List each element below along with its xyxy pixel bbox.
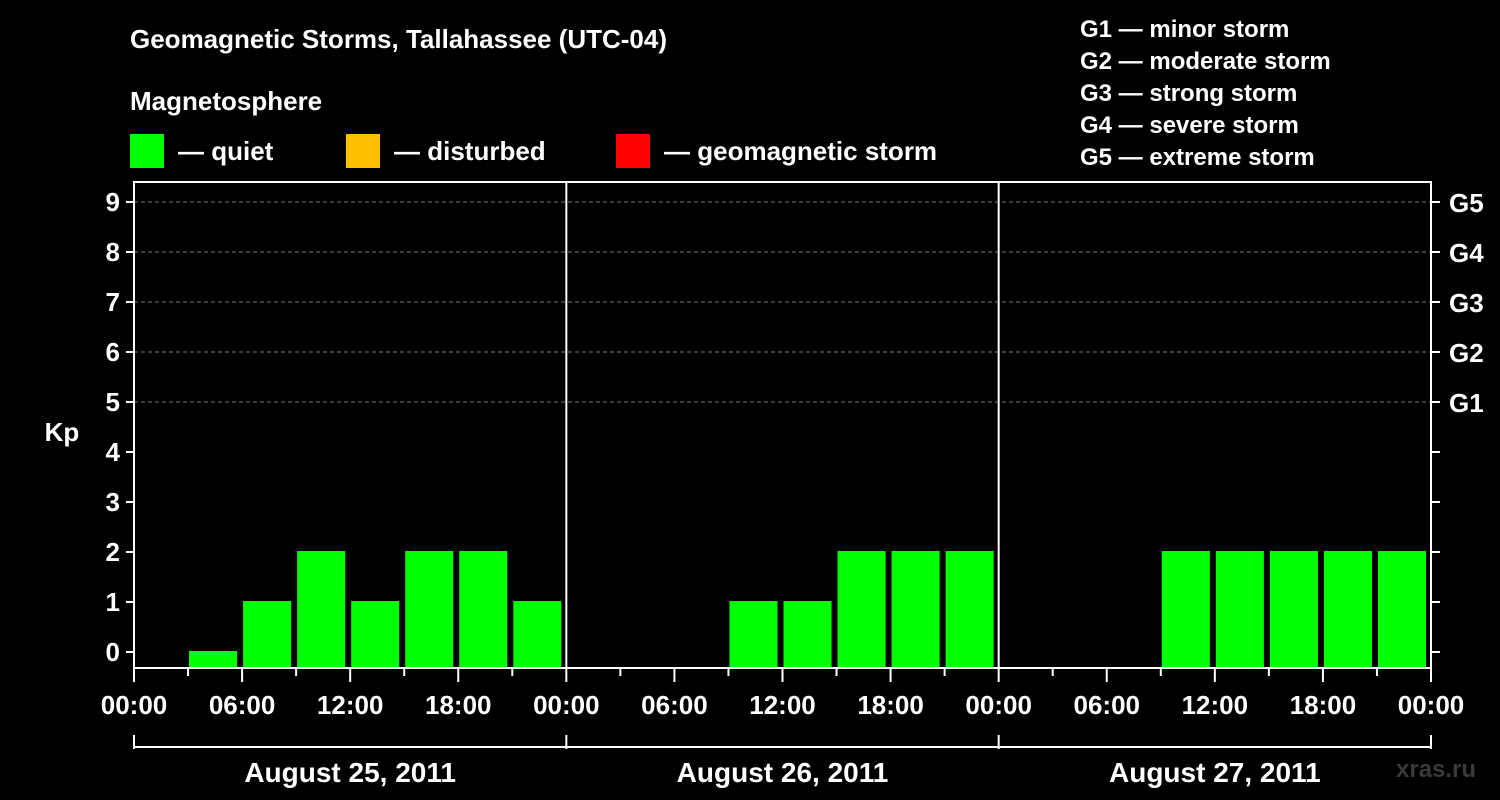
y-tick-label-9: 9 — [106, 187, 120, 217]
right-tick-label-g3: G3 — [1449, 288, 1484, 318]
storm-scale-g5: G5 — extreme storm — [1080, 144, 1315, 171]
kp-bar-1 — [243, 601, 292, 668]
day-label-0: August 25, 2011 — [244, 757, 456, 788]
y-tick-label-3: 3 — [106, 487, 120, 517]
kp-bar-13 — [1215, 551, 1264, 668]
x-tick-label-12: 00:00 — [1398, 690, 1465, 720]
x-tick-label-7: 18:00 — [857, 690, 924, 720]
right-tick-label-g2: G2 — [1449, 338, 1484, 368]
x-tick-label-2: 12:00 — [317, 690, 384, 720]
y-tick-label-6: 6 — [106, 337, 120, 367]
kp-bar-5 — [459, 551, 508, 668]
x-tick-label-5: 06:00 — [641, 690, 708, 720]
y-tick-label-4: 4 — [106, 437, 121, 467]
kp-bar-6 — [513, 601, 562, 668]
kp-bar-15 — [1323, 551, 1372, 668]
y-tick-label-7: 7 — [106, 287, 120, 317]
kp-bar-8 — [783, 601, 832, 668]
x-tick-label-4: 00:00 — [533, 690, 600, 720]
legend-label-storm: — geomagnetic storm — [664, 135, 938, 166]
right-tick-label-g5: G5 — [1449, 188, 1484, 218]
storm-scale-g3: G3 — strong storm — [1080, 80, 1298, 107]
legend-label-quiet: — quiet — [178, 135, 274, 166]
kp-bar-11 — [945, 551, 994, 668]
storm-scale-legend: G1 — minor storm G2 — moderate storm G3 … — [1080, 14, 1331, 174]
right-tick-label-g1: G1 — [1449, 388, 1484, 418]
x-tick-label-3: 18:00 — [425, 690, 492, 720]
legend-item-quiet: — quiet — [130, 134, 273, 168]
kp-bar-3 — [351, 601, 400, 668]
x-tick-label-9: 06:00 — [1074, 690, 1141, 720]
y-tick-label-1: 1 — [106, 587, 120, 617]
day-label-1: August 26, 2011 — [677, 757, 889, 788]
x-tick-label-11: 18:00 — [1290, 690, 1357, 720]
legend-swatch-quiet — [130, 134, 164, 168]
kp-bar-0 — [189, 651, 238, 668]
watermark: xras.ru — [1396, 756, 1477, 783]
x-tick-label-1: 06:00 — [209, 690, 276, 720]
x-tick-label-0: 00:00 — [101, 690, 168, 720]
x-tick-label-6: 12:00 — [749, 690, 816, 720]
legend-item-disturbed: — disturbed — [346, 134, 546, 168]
legend-label-disturbed: — disturbed — [394, 135, 546, 166]
legend-swatch-disturbed — [346, 134, 380, 168]
legend-swatch-storm — [616, 134, 650, 168]
legend-item-storm: — geomagnetic storm — [616, 134, 937, 168]
storm-scale-g2: G2 — moderate storm — [1080, 48, 1331, 75]
chart-title: Geomagnetic Storms, Tallahassee (UTC-04) — [130, 24, 668, 54]
kp-bar-9 — [837, 551, 886, 668]
y-tick-label-5: 5 — [106, 387, 120, 417]
kp-bar-4 — [405, 551, 454, 668]
kp-bar-12 — [1161, 551, 1210, 668]
kp-bar-2 — [297, 551, 346, 668]
kp-bar-14 — [1269, 551, 1318, 668]
y-tick-label-2: 2 — [106, 537, 120, 567]
y-tick-label-0: 0 — [106, 637, 120, 667]
kp-bar-10 — [891, 551, 940, 668]
day-label-2: August 27, 2011 — [1109, 757, 1321, 788]
x-tick-label-10: 12:00 — [1182, 690, 1249, 720]
y-axis-label: Kp — [45, 417, 80, 447]
x-tick-label-8: 00:00 — [965, 690, 1032, 720]
kp-bar-7 — [729, 601, 778, 668]
kp-bar-16 — [1377, 551, 1426, 668]
storm-scale-g4: G4 — severe storm — [1080, 112, 1299, 139]
right-tick-label-g4: G4 — [1449, 238, 1484, 268]
y-tick-label-8: 8 — [106, 237, 120, 267]
storm-scale-g1: G1 — minor storm — [1080, 16, 1290, 43]
chart-subtitle: Magnetosphere — [130, 86, 323, 116]
